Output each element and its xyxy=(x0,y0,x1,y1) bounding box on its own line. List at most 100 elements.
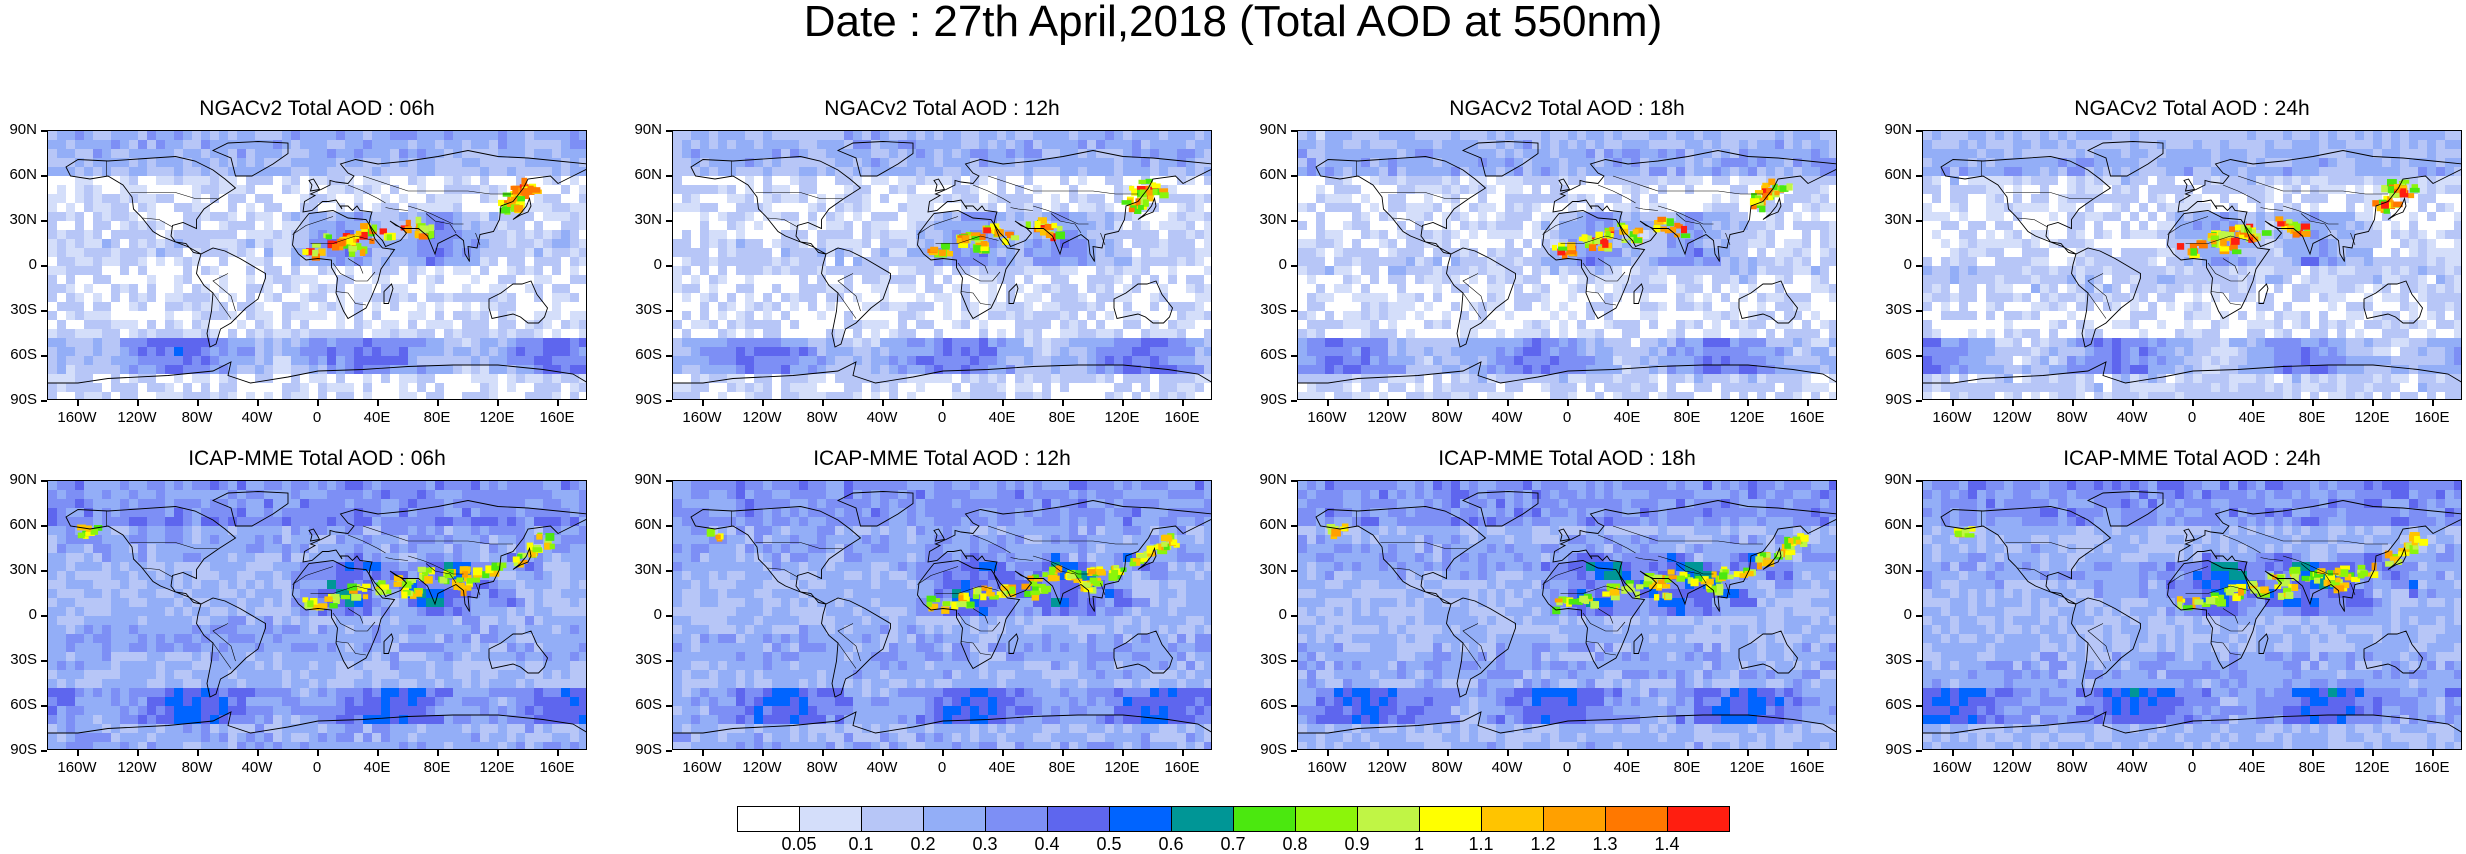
coastline-africa xyxy=(292,560,396,670)
map-panel: NGACv2 Total AOD : 12h 90N 60N 30N 0 30S 60S 9… xyxy=(634,97,1212,426)
longitude-label: 0 xyxy=(312,409,322,426)
colorbar-swatch xyxy=(1295,806,1358,832)
longitude-tick xyxy=(1062,750,1064,756)
coastline-samerica xyxy=(196,597,266,698)
latitude-label: 90N xyxy=(1884,121,1912,138)
country-border xyxy=(1380,542,1468,549)
country-border xyxy=(1100,582,1106,596)
longitude-label: 0 xyxy=(2187,409,2197,426)
latitude-label: 30S xyxy=(1885,651,1912,668)
latitude-tick xyxy=(41,310,47,312)
latitude-label: 90S xyxy=(1260,741,1287,758)
latitude-label: 60S xyxy=(1885,346,1912,363)
country-border xyxy=(2282,555,2339,575)
latitude-tick xyxy=(41,705,47,707)
latitude-tick xyxy=(666,705,672,707)
colorbar-label: 0.05 xyxy=(781,834,817,854)
latitude-label: 30N xyxy=(1884,561,1912,578)
longitude-label: 120W xyxy=(117,759,157,776)
longitude-tick xyxy=(497,750,499,756)
colorbar xyxy=(737,806,1730,832)
latitude-tick xyxy=(1291,265,1297,267)
coastline-australia xyxy=(488,280,549,324)
country-border xyxy=(2300,563,2332,584)
country-border xyxy=(917,216,959,235)
longitude-tick xyxy=(1387,400,1389,406)
longitude-label: 160E xyxy=(2414,759,2450,776)
latitude-tick xyxy=(1291,705,1297,707)
longitude-label: 80E xyxy=(1048,409,1076,426)
country-border xyxy=(2237,525,2388,545)
colorbar-label: 0.2 xyxy=(910,834,936,854)
colorbar-label: 0.7 xyxy=(1220,834,1246,854)
latitude-label: 30N xyxy=(634,561,662,578)
longitude-label: 80W xyxy=(181,409,213,426)
longitude-tick xyxy=(2312,750,2314,756)
latitude-tick xyxy=(41,480,47,482)
country-border xyxy=(987,175,1138,195)
coastline-samerica xyxy=(2071,247,2141,348)
coastline-japan xyxy=(2387,196,2407,220)
longitude-tick xyxy=(77,750,79,756)
country-border xyxy=(1597,608,1614,624)
coastline-eurasia xyxy=(302,500,586,612)
latitude-label: 0 xyxy=(1903,256,1912,273)
panel-title: ICAP-MME Total AOD : 06h xyxy=(188,447,446,470)
country-border xyxy=(2017,217,2048,228)
country-border xyxy=(1462,273,1486,312)
coastline-africa xyxy=(1542,560,1646,670)
map-panel: NGACv2 Total AOD : 24h 90N 60N 30N 0 30S 60S 9… xyxy=(1884,97,2462,426)
longitude-label: 40W xyxy=(241,759,273,776)
longitude-label: 0 xyxy=(937,759,947,776)
country-border xyxy=(1010,207,1034,211)
country-border xyxy=(2207,262,2251,282)
coastline-australia xyxy=(1738,630,1799,674)
latitude-tick xyxy=(1291,220,1297,222)
longitude-label: 80E xyxy=(1673,409,1701,426)
country-border xyxy=(755,542,843,549)
aod-field xyxy=(673,481,1211,749)
coastline-namerica xyxy=(65,506,237,605)
coastline-australia xyxy=(1113,630,1174,674)
country-border xyxy=(2087,273,2111,312)
longitude-label: 80W xyxy=(2056,409,2088,426)
latitude-tick xyxy=(1291,615,1297,617)
latitude-label: 0 xyxy=(28,606,37,623)
coastline-namerica xyxy=(690,156,862,255)
country-border xyxy=(332,262,376,282)
longitude-label: 80E xyxy=(1048,759,1076,776)
longitude-label: 40E xyxy=(988,759,1016,776)
latitude-tick xyxy=(1916,750,1922,752)
longitude-label: 120E xyxy=(2354,409,2390,426)
panel-title: ICAP-MME Total AOD : 12h xyxy=(813,447,1071,470)
aod-field xyxy=(673,131,1211,399)
longitude-tick xyxy=(762,400,764,406)
latitude-tick xyxy=(1291,400,1297,402)
latitude-label: 30S xyxy=(1885,301,1912,318)
coastline-samerica xyxy=(821,597,891,698)
longitude-tick xyxy=(317,400,319,406)
country-border xyxy=(2017,567,2048,578)
country-border xyxy=(1635,557,1659,561)
country-border xyxy=(1597,258,1614,274)
latitude-label: 60N xyxy=(9,166,37,183)
country-border xyxy=(212,273,236,312)
latitude-label: 0 xyxy=(1278,606,1287,623)
country-border xyxy=(2087,292,2107,319)
latitude-tick xyxy=(41,525,47,527)
coastline-greatbritain xyxy=(933,528,946,542)
aod-field xyxy=(1298,481,1836,749)
country-border xyxy=(212,623,236,662)
latitude-tick xyxy=(1916,220,1922,222)
country-border xyxy=(1462,623,1486,662)
country-border xyxy=(837,273,861,312)
country-border xyxy=(407,555,464,575)
country-border xyxy=(837,623,861,662)
country-border xyxy=(2222,608,2239,624)
country-border xyxy=(972,534,1011,554)
country-border xyxy=(1462,292,1482,319)
longitude-label: 160W xyxy=(682,409,722,426)
coastline-samerica xyxy=(1446,597,1516,698)
country-border xyxy=(1032,205,1089,225)
country-border xyxy=(362,175,513,195)
